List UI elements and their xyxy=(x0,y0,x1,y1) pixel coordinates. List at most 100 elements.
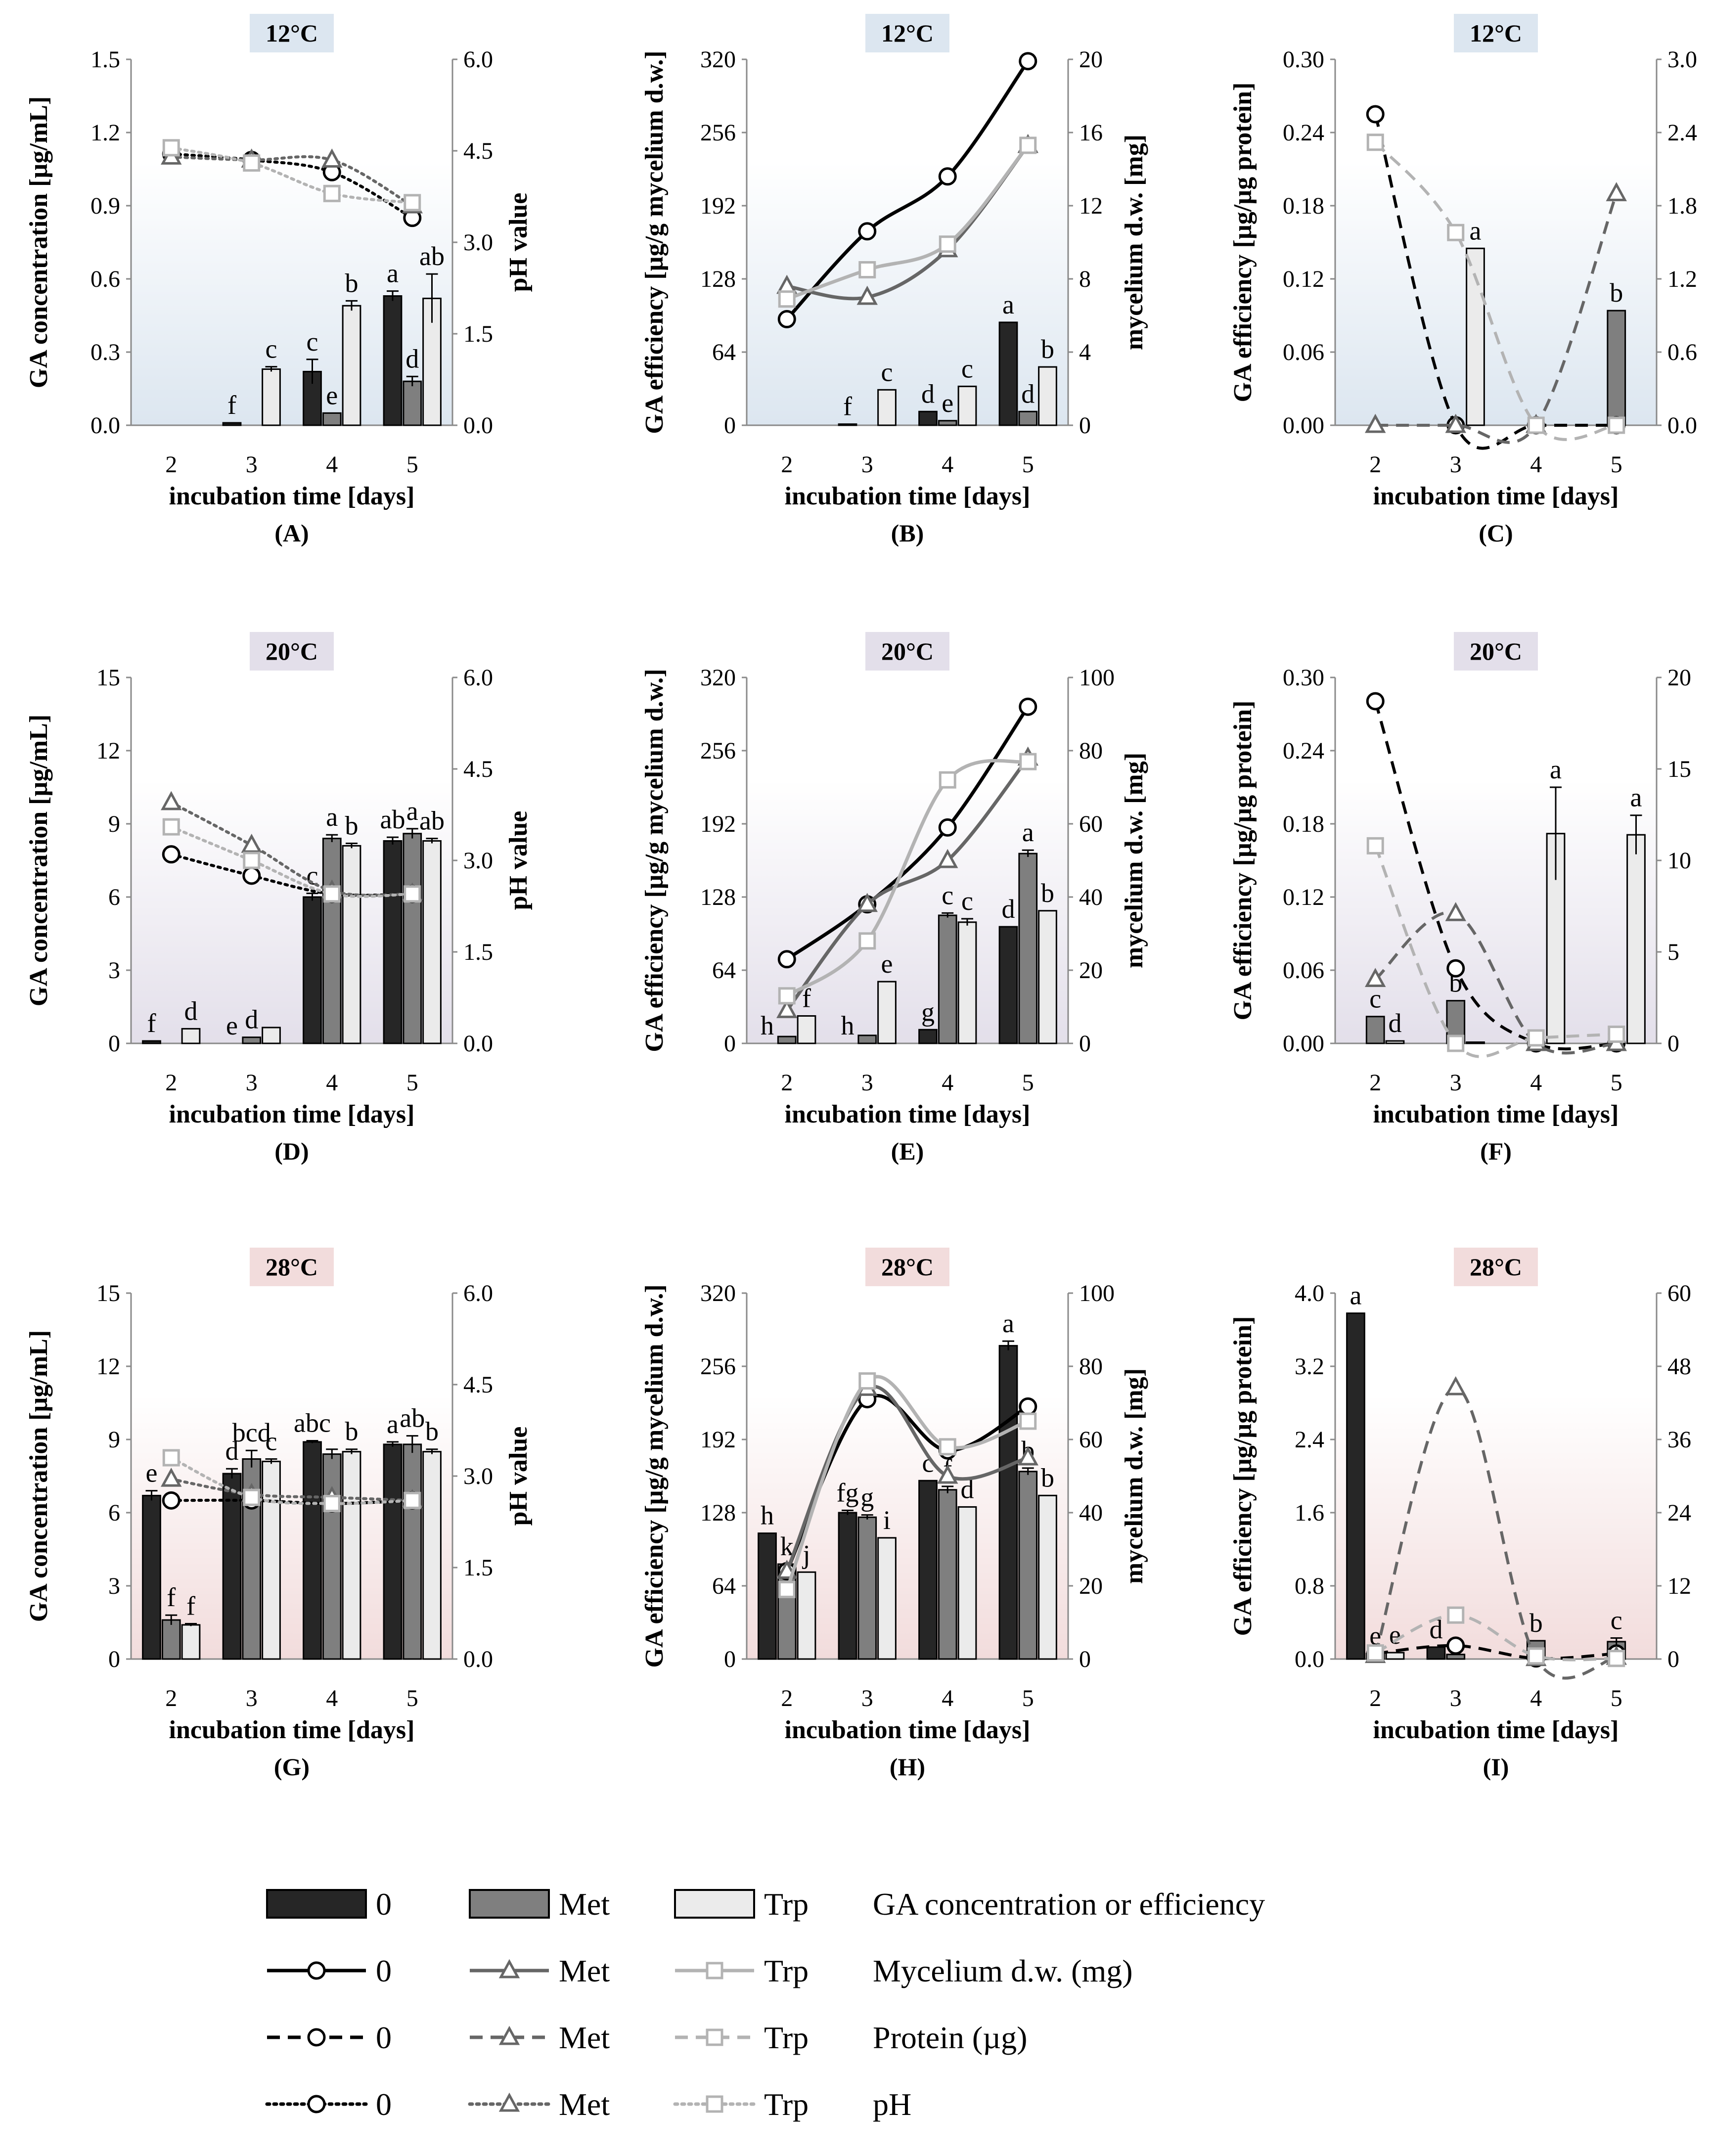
x-tick-label: 5 xyxy=(1611,451,1622,478)
bar-0-4 xyxy=(918,410,938,426)
significance-letter: f xyxy=(186,1591,195,1620)
data-point-0-4 xyxy=(938,818,957,837)
bar-Met-4 xyxy=(322,412,342,426)
temperature-label: 20°C xyxy=(881,637,934,665)
y2-tick-label: 48 xyxy=(1667,1353,1691,1380)
bar-0-3 xyxy=(1426,1646,1446,1660)
y-tick-label: 3.2 xyxy=(1295,1353,1324,1380)
series-line-Met xyxy=(785,1385,1029,1572)
bar-0-4 xyxy=(303,1441,322,1660)
x-tick-label: 3 xyxy=(246,1070,258,1096)
series-line-Met xyxy=(170,801,414,897)
x-tick-label: 5 xyxy=(1022,1070,1034,1096)
y-axis-label: GA concentration [µg/mL] xyxy=(25,715,53,1006)
bar-0-2 xyxy=(142,1494,161,1660)
bar-Trp-4 xyxy=(957,385,977,426)
significance-letter: ab xyxy=(380,805,405,834)
legend-marker-0 xyxy=(307,1961,326,1980)
significance-letter: b xyxy=(425,1417,439,1446)
y-tick-label: 4.0 xyxy=(1295,1280,1324,1306)
bar-0-4 xyxy=(918,1029,938,1044)
y2-tick-label: 12 xyxy=(1667,1573,1691,1599)
significance-letter: d xyxy=(225,1436,239,1466)
legend-series-label: 0 xyxy=(376,1953,392,1988)
y2-tick-label: 1.5 xyxy=(463,321,493,347)
significance-letter: bcd xyxy=(232,1418,271,1447)
legend-marker-0 xyxy=(307,2028,326,2047)
significance-letter: a xyxy=(387,1409,399,1439)
data-point-Met-2 xyxy=(161,791,182,810)
y2-tick-label: 1.5 xyxy=(463,939,493,965)
bar-Met-5 xyxy=(403,380,422,426)
y-tick-label: 9 xyxy=(108,811,120,837)
bar-Trp-3 xyxy=(262,1460,281,1660)
data-point-Met-3 xyxy=(1445,1376,1466,1395)
data-point-0-5 xyxy=(1019,697,1037,716)
bar-0-5 xyxy=(383,1443,403,1660)
y-tick-label: 0.00 xyxy=(1283,412,1324,439)
panel-label: (B) xyxy=(891,519,924,547)
y-axis-label: GA efficiency [µg/µg protein] xyxy=(1229,701,1257,1021)
y2-tick-label: 0 xyxy=(1079,412,1091,439)
bar-0-4 xyxy=(918,1480,938,1660)
legend-series-label: Met xyxy=(559,2087,610,2122)
bar-Met-3 xyxy=(857,1034,877,1044)
y-tick-label: 0.06 xyxy=(1283,957,1324,984)
data-point-Trp-2 xyxy=(1366,837,1384,854)
y-tick-label: 0.8 xyxy=(1295,1573,1324,1599)
x-tick-label: 4 xyxy=(942,1070,953,1096)
temperature-badge xyxy=(1454,632,1538,671)
legend-row-label: pH xyxy=(873,2087,911,2122)
x-axis-label: incubation time [days] xyxy=(1373,1716,1619,1744)
y2-tick-label: 40 xyxy=(1079,1500,1103,1526)
x-tick-label: 4 xyxy=(1530,1070,1542,1096)
data-point-Trp-3 xyxy=(858,932,876,950)
bar-Trp-3 xyxy=(262,1027,281,1044)
significance-letter: e xyxy=(326,380,338,410)
x-tick-label: 3 xyxy=(861,1685,873,1711)
x-tick-label: 2 xyxy=(781,451,793,478)
y-tick-label: 0.24 xyxy=(1283,738,1324,764)
bar-Trp-2 xyxy=(1385,1652,1405,1660)
legend-series-label: Trp xyxy=(764,2020,809,2055)
series-line-Met xyxy=(170,1478,414,1502)
data-point-Trp-3 xyxy=(1447,1034,1465,1052)
y2-axis-label: mycelium d.w. [mg] xyxy=(1120,1368,1148,1584)
x-tick-label: 3 xyxy=(1450,1070,1462,1096)
bar-0-3 xyxy=(838,1512,857,1660)
bar-0-2 xyxy=(142,1040,161,1044)
significance-letter: c xyxy=(266,1426,277,1456)
y2-tick-label: 20 xyxy=(1079,1573,1103,1599)
y-tick-label: 128 xyxy=(700,266,736,292)
bar-Met-2 xyxy=(1365,1016,1385,1044)
significance-letter: c xyxy=(1369,984,1381,1014)
significance-letter: e xyxy=(226,1011,238,1040)
plot-background xyxy=(1335,1395,1657,1659)
y2-tick-label: 24 xyxy=(1667,1500,1691,1526)
legend-marker-Trp xyxy=(706,2028,723,2046)
y2-axis-label: pH value xyxy=(504,193,533,292)
panels: 12°C 0.0 0.3 0.6 0.9 1.2 1.5 0.0 1.5 3.0 4.5 6.0 2 3 4… xyxy=(25,14,1709,1781)
x-tick-label: 2 xyxy=(165,451,177,478)
x-axis-label: incubation time [days] xyxy=(1373,1100,1619,1128)
significance-letter: c xyxy=(961,354,973,383)
bar-Trp-5 xyxy=(1626,834,1646,1044)
bar-Met-2 xyxy=(161,1619,181,1660)
significance-letter: f xyxy=(843,392,852,421)
significance-letter: j xyxy=(802,1539,810,1569)
legend-series-label: Trp xyxy=(764,1886,809,1922)
x-axis-label: incubation time [days] xyxy=(785,1716,1031,1744)
y-tick-label: 0 xyxy=(724,412,736,439)
y-tick-label: 0 xyxy=(724,1031,736,1057)
temperature-badge xyxy=(865,1248,949,1286)
y2-tick-label: 3.0 xyxy=(463,1463,493,1489)
x-tick-label: 4 xyxy=(326,1070,338,1096)
y2-tick-label: 20 xyxy=(1079,46,1103,73)
bar-0-5 xyxy=(998,321,1018,426)
temperature-label: 28°C xyxy=(266,1253,318,1281)
significance-letter: d xyxy=(1389,1008,1402,1038)
series-line-0 xyxy=(1374,701,1617,1051)
data-point-Met-4 xyxy=(321,148,343,168)
y-tick-label: 0.12 xyxy=(1283,884,1324,910)
